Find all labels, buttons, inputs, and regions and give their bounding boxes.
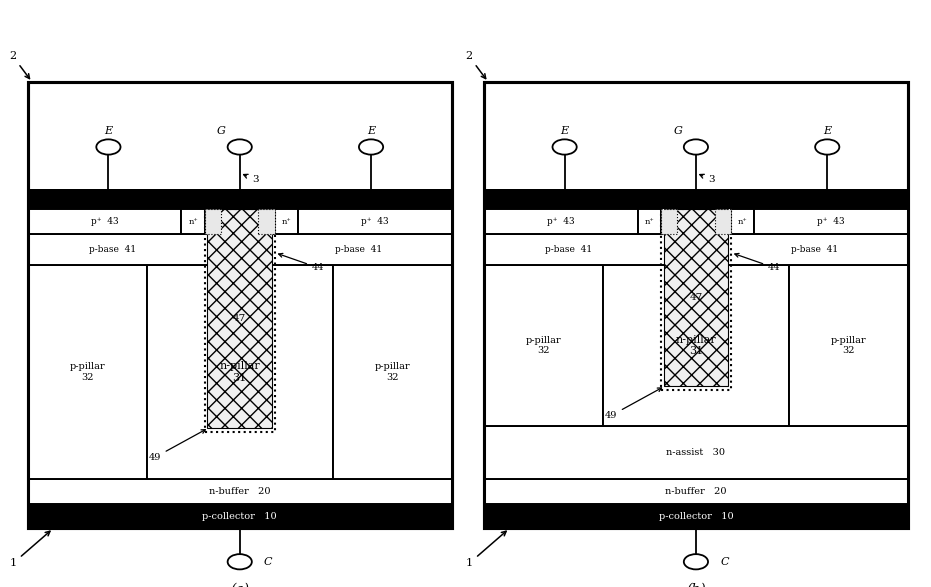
Text: 2: 2 (466, 50, 486, 79)
Text: C: C (721, 556, 729, 567)
Text: 47: 47 (233, 314, 247, 323)
Bar (259, 210, 275, 234)
Circle shape (683, 554, 708, 569)
Text: (b): (b) (686, 583, 706, 587)
Bar (298, 210, 452, 234)
Text: p-base  41: p-base 41 (791, 245, 838, 254)
Text: n-assist   30: n-assist 30 (667, 448, 725, 457)
Bar (636, 189, 756, 210)
Bar (275, 210, 298, 234)
Text: p-base  41: p-base 41 (335, 245, 382, 254)
Text: n⁺: n⁺ (281, 218, 291, 225)
Text: E: E (104, 126, 113, 136)
Text: p⁺  43: p⁺ 43 (547, 217, 574, 226)
Bar (146, 265, 333, 479)
Bar (205, 210, 221, 234)
Circle shape (683, 139, 708, 154)
Text: 49: 49 (605, 388, 662, 420)
Bar (28, 82, 452, 528)
Text: 47: 47 (689, 294, 703, 302)
Text: 3: 3 (244, 174, 259, 184)
Bar (28, 210, 182, 234)
Text: G: G (673, 126, 682, 136)
Bar (484, 479, 908, 504)
Text: n-pillar
31: n-pillar 31 (220, 362, 260, 383)
Text: 44: 44 (278, 254, 324, 272)
Text: n⁺: n⁺ (644, 218, 654, 225)
Bar (484, 426, 908, 479)
Bar (638, 210, 661, 234)
Text: 1: 1 (466, 531, 506, 568)
Text: n⁺: n⁺ (188, 218, 198, 225)
Bar (484, 504, 908, 528)
Text: n⁺: n⁺ (737, 218, 748, 225)
Bar (731, 210, 754, 234)
Bar (28, 265, 146, 479)
Circle shape (816, 139, 840, 154)
Text: p-pillar
32: p-pillar 32 (830, 336, 866, 355)
Text: 44: 44 (735, 254, 780, 272)
Circle shape (227, 139, 251, 154)
Text: p-base  41: p-base 41 (546, 245, 592, 254)
Bar (715, 210, 731, 234)
Bar (182, 210, 205, 234)
Circle shape (552, 139, 576, 154)
Circle shape (96, 139, 120, 154)
Bar (602, 265, 789, 426)
Bar (754, 210, 908, 234)
Text: E: E (367, 126, 375, 136)
Bar (28, 82, 452, 528)
Text: C: C (264, 556, 273, 567)
Text: n-pillar
31: n-pillar 31 (676, 335, 716, 356)
Bar (28, 189, 180, 210)
Bar (28, 234, 452, 265)
Text: 49: 49 (149, 430, 206, 462)
Text: p-pillar
32: p-pillar 32 (526, 336, 561, 355)
Bar (789, 265, 908, 426)
Bar (484, 265, 602, 426)
Text: p⁺  43: p⁺ 43 (91, 217, 118, 226)
Bar (484, 210, 638, 234)
Bar (484, 82, 908, 528)
Text: p⁺  43: p⁺ 43 (361, 217, 388, 226)
Bar (664, 210, 728, 386)
Text: p-base  41: p-base 41 (89, 245, 136, 254)
Bar (484, 189, 636, 210)
Circle shape (227, 554, 251, 569)
Bar (208, 210, 272, 428)
Text: n-buffer   20: n-buffer 20 (665, 487, 727, 496)
Text: p⁺  43: p⁺ 43 (817, 217, 844, 226)
Text: n-buffer   20: n-buffer 20 (209, 487, 271, 496)
Text: p-collector   10: p-collector 10 (658, 511, 734, 521)
Text: 2: 2 (9, 50, 30, 79)
Bar (661, 210, 731, 390)
Bar (333, 265, 452, 479)
Bar (661, 210, 677, 234)
Text: E: E (560, 126, 569, 136)
Text: p-pillar
32: p-pillar 32 (374, 362, 410, 382)
Bar (484, 234, 908, 265)
Bar (205, 210, 275, 432)
Text: p-pillar
32: p-pillar 32 (70, 362, 105, 382)
Bar (484, 82, 908, 528)
Bar (756, 189, 908, 210)
Text: 1: 1 (9, 531, 50, 568)
Circle shape (359, 139, 384, 154)
Text: (a): (a) (230, 583, 250, 587)
Bar (300, 189, 452, 210)
Text: 3: 3 (700, 174, 715, 184)
Text: G: G (217, 126, 226, 136)
Bar (28, 479, 452, 504)
Bar (180, 189, 300, 210)
Bar (28, 504, 452, 528)
Text: p-collector   10: p-collector 10 (202, 511, 277, 521)
Text: E: E (823, 126, 831, 136)
